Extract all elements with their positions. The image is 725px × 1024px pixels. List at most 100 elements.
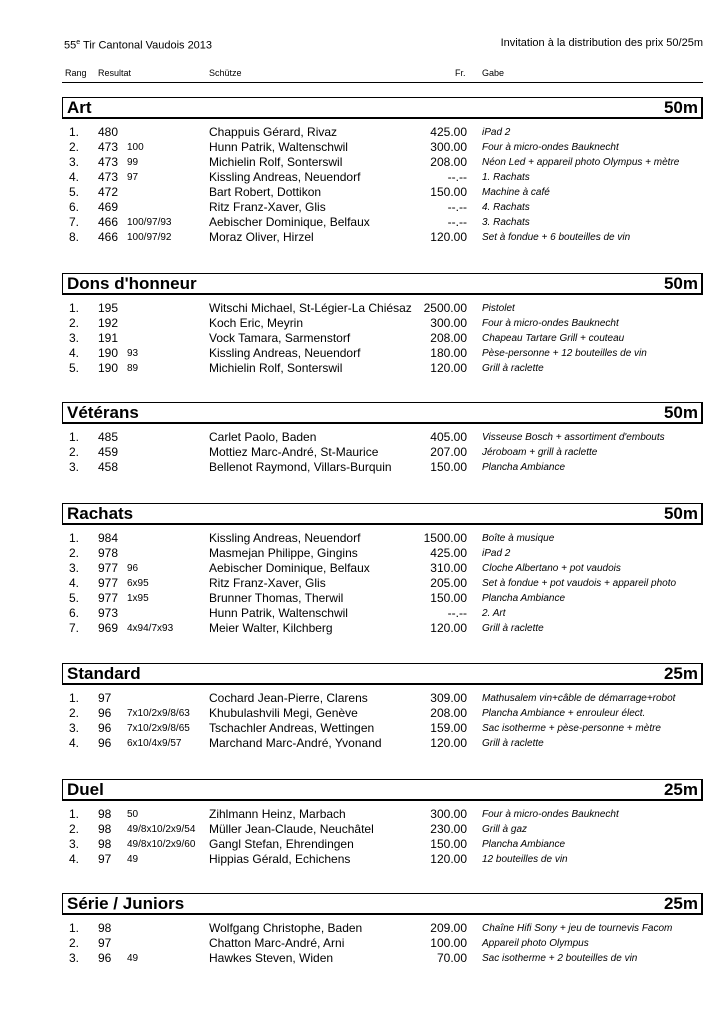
title-superscript: e <box>76 39 81 46</box>
result-list: 1. 480 Chappuis Gérard, Rivaz 425.00 iPad 2 2… <box>62 125 703 245</box>
prize: Four à micro-ondes Bauknecht <box>482 318 619 329</box>
shooter-name: Gangl Stefan, Ehrendingen <box>209 837 354 851</box>
prize: Four à micro-ondes Bauknecht <box>482 809 619 820</box>
result: 973 <box>98 606 119 620</box>
shooter-name: Michielin Rolf, Sonterswil <box>209 155 343 169</box>
prize-amount: 309.00 <box>430 691 467 705</box>
rank: 1. <box>69 125 80 139</box>
prize-amount: 100.00 <box>430 936 467 950</box>
document-title: 55e Tir Cantonal Vaudois 2013 <box>64 39 212 52</box>
rank: 4. <box>69 736 80 750</box>
shooter-name: Zihlmann Heinz, Marbach <box>209 807 346 821</box>
section-title: Rachats <box>67 504 134 523</box>
prize-amount: 150.00 <box>430 837 467 851</box>
result: 97 <box>98 691 112 705</box>
result: 466 <box>98 230 119 244</box>
section-v-t-rans: Vétérans 50m 1. 485 Carlet Paolo, Baden 405.0… <box>62 402 703 475</box>
section-dons-d-honneur: Dons d'honneur 50m 1. 195 Witschi Michael, S… <box>62 273 703 376</box>
rank: 3. <box>69 721 80 735</box>
result-row: 4. 96 6x10/4x9/57 Marchand Marc-André, Yvon… <box>62 736 703 751</box>
prize-amount: 209.00 <box>430 921 467 935</box>
shooter-name: Cochard Jean-Pierre, Clarens <box>209 691 368 705</box>
result-row: 5. 472 Bart Robert, Dottikon 150.00 Machine … <box>62 185 703 200</box>
prize: Plancha Ambiance + enrouleur élect. <box>482 708 646 719</box>
prize: iPad 2 <box>482 127 511 138</box>
shooter-name: Hawkes Steven, Widen <box>209 951 334 965</box>
result-detail: 96 <box>127 563 139 574</box>
result-list: 1. 984 Kissling Andreas, Neuendorf 1500.00 B… <box>62 531 703 636</box>
result: 469 <box>98 200 119 214</box>
section-distance: 25m <box>663 664 698 683</box>
section-header: Vétérans 50m <box>62 402 703 424</box>
rank: 4. <box>69 170 80 184</box>
rank: 4. <box>69 852 80 866</box>
result-detail: 93 <box>127 348 139 359</box>
result: 480 <box>98 125 119 139</box>
result-row: 7. 466 100/97/93 Aebischer Dominique, Belfa… <box>62 215 703 230</box>
prize-amount: --.-- <box>447 170 467 184</box>
result-detail: 50 <box>127 809 139 820</box>
result: 472 <box>98 185 119 199</box>
prize-amount: 205.00 <box>430 576 467 590</box>
shooter-name: Masmejan Philippe, Gingins <box>209 546 358 560</box>
shooter-name: Witschi Michael, St-Légier-La Chiésaz <box>209 301 412 315</box>
section-distance: 25m <box>663 780 698 799</box>
shooter-name: Chappuis Gérard, Rivaz <box>209 125 338 139</box>
result-detail: 99 <box>127 157 139 168</box>
shooter-name: Mottiez Marc-André, St-Maurice <box>209 445 379 459</box>
prize-amount: 425.00 <box>430 546 467 560</box>
result-row: 1. 485 Carlet Paolo, Baden 405.00 Visseuse B… <box>62 430 703 445</box>
prize-amount: 425.00 <box>430 125 467 139</box>
section-title: Dons d'honneur <box>67 274 197 293</box>
result-detail: 7x10/2x9/8/65 <box>127 723 190 734</box>
prize: Chaîne Hifi Sony + jeu de tournevis Faco… <box>482 923 673 934</box>
result: 977 <box>98 591 119 605</box>
prize: Plancha Ambiance <box>482 593 566 604</box>
section-header: Standard 25m <box>62 663 703 685</box>
result-detail: 1x95 <box>127 593 149 604</box>
shooter-name: Aebischer Dominique, Belfaux <box>209 561 370 575</box>
result: 96 <box>98 951 112 965</box>
result-row: 6. 469 Ritz Franz-Xaver, Glis --.-- 4. Racha… <box>62 200 703 215</box>
section-title: Art <box>67 98 92 117</box>
prize-amount: 208.00 <box>430 706 467 720</box>
shooter-name: Carlet Paolo, Baden <box>209 430 317 444</box>
result: 485 <box>98 430 119 444</box>
prize: Visseuse Bosch + assortiment d'embouts <box>482 432 665 443</box>
rank: 6. <box>69 606 80 620</box>
prize: Set à fondue + 6 bouteilles de vin <box>482 232 631 243</box>
prize: 2. Art <box>482 608 506 619</box>
result-row: 3. 96 7x10/2x9/8/65 Tschachler Andreas, Wet… <box>62 721 703 736</box>
section-title: Standard <box>67 664 141 683</box>
prize-amount: 300.00 <box>430 316 467 330</box>
prize: Four à micro-ondes Bauknecht <box>482 142 619 153</box>
prize-amount: 230.00 <box>430 822 467 836</box>
prize-amount: 2500.00 <box>423 301 467 315</box>
result-detail: 6x10/4x9/57 <box>127 738 182 749</box>
rank: 1. <box>69 807 80 821</box>
result-row: 1. 98 50 Zihlmann Heinz, Marbach 300.00 Four … <box>62 807 703 822</box>
section-standard: Standard 25m 1. 97 Cochard Jean-Pierre, Clar… <box>62 663 703 751</box>
section-distance: 50m <box>663 98 698 117</box>
prize-amount: 159.00 <box>430 721 467 735</box>
rank: 1. <box>69 531 80 545</box>
result: 191 <box>98 331 119 345</box>
section-distance: 50m <box>663 274 698 293</box>
result: 192 <box>98 316 119 330</box>
prize: 12 bouteilles de vin <box>482 854 568 865</box>
shooter-name: Khubulashvili Megi, Genève <box>209 706 358 720</box>
rank: 3. <box>69 155 80 169</box>
prize-amount: 150.00 <box>430 460 467 474</box>
rank: 4. <box>69 576 80 590</box>
rank: 4. <box>69 346 80 360</box>
shooter-name: Tschachler Andreas, Wettingen <box>209 721 375 735</box>
column-header-resultat: Resultat <box>98 68 132 78</box>
result-row: 3. 977 96 Aebischer Dominique, Belfaux 310.0… <box>62 561 703 576</box>
prize-amount: --.-- <box>447 215 467 229</box>
shooter-name: Hunn Patrik, Waltenschwil <box>209 140 348 154</box>
result-list: 1. 98 Wolfgang Christophe, Baden 209.00 Chaî… <box>62 921 703 966</box>
result-row: 8. 466 100/97/92 Moraz Oliver, Hirzel 120.00… <box>62 230 703 245</box>
result: 96 <box>98 706 112 720</box>
section-header: Rachats 50m <box>62 503 703 525</box>
result-list: 1. 485 Carlet Paolo, Baden 405.00 Visseuse B… <box>62 430 703 475</box>
